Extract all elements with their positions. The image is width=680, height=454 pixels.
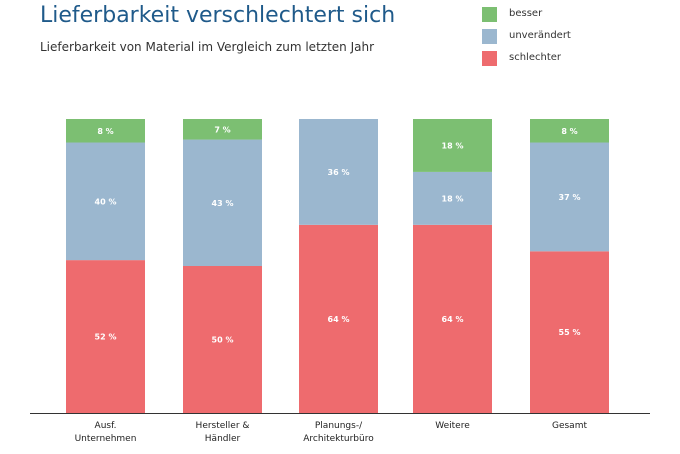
category-label-2-1: Architekturbüro [303, 434, 374, 444]
category-label-2-0: Planungs-/ [315, 421, 363, 431]
bar-segment-2-4 [530, 119, 609, 143]
data-label-0-1: 50 % [212, 336, 234, 345]
bar-segment-0-4 [530, 251, 609, 413]
data-label-2-3: 18 % [442, 141, 464, 150]
data-label-0-2: 64 % [328, 315, 350, 324]
data-label-2-1: 7 % [214, 125, 230, 134]
data-label-1-2: 36 % [328, 168, 350, 177]
chart-title: Lieferbarkeit verschlechtert sich [40, 3, 396, 28]
category-label-3-0: Weitere [435, 421, 470, 431]
legend-swatch-unveraendert [482, 29, 497, 44]
data-label-2-0: 8 % [97, 127, 113, 136]
category-label-1-1: Händler [205, 434, 241, 444]
bar-segment-2-3 [413, 119, 492, 172]
data-label-2-4: 8 % [561, 127, 577, 136]
chart-subtitle: Lieferbarkeit von Material im Vergleich … [40, 40, 375, 54]
bar-segment-0-3 [413, 224, 492, 413]
data-label-1-0: 40 % [95, 197, 117, 206]
legend-label-besser: besser [509, 8, 543, 19]
category-label-0-0: Ausf. [95, 421, 117, 431]
category-label-1-0: Hersteller & [196, 421, 250, 431]
bar-segment-0-1 [183, 266, 262, 413]
bar-segment-2-1 [183, 119, 262, 140]
bar-segment-1-0 [66, 142, 145, 261]
data-label-0-3: 64 % [442, 315, 464, 324]
bar-segment-0-0 [66, 260, 145, 413]
legend-label-unveraendert: unverändert [509, 30, 571, 41]
legend-swatch-schlechter [482, 51, 497, 66]
legend-label-schlechter: schlechter [509, 52, 561, 63]
bar-segment-1-3 [413, 171, 492, 225]
data-label-0-4: 55 % [559, 328, 581, 337]
category-label-0-1: Unternehmen [75, 434, 137, 444]
legend-swatch-besser [482, 7, 497, 22]
bar-segment-1-1 [183, 139, 262, 266]
data-label-1-1: 43 % [212, 199, 234, 208]
bar-segment-1-2 [299, 119, 378, 225]
category-label-4-0: Gesamt [552, 421, 587, 431]
bar-segment-1-4 [530, 142, 609, 252]
data-label-1-4: 37 % [559, 193, 581, 202]
data-label-1-3: 18 % [442, 194, 464, 203]
bar-segment-0-2 [299, 224, 378, 413]
bar-segment-2-0 [66, 119, 145, 143]
data-label-0-0: 52 % [95, 333, 117, 342]
